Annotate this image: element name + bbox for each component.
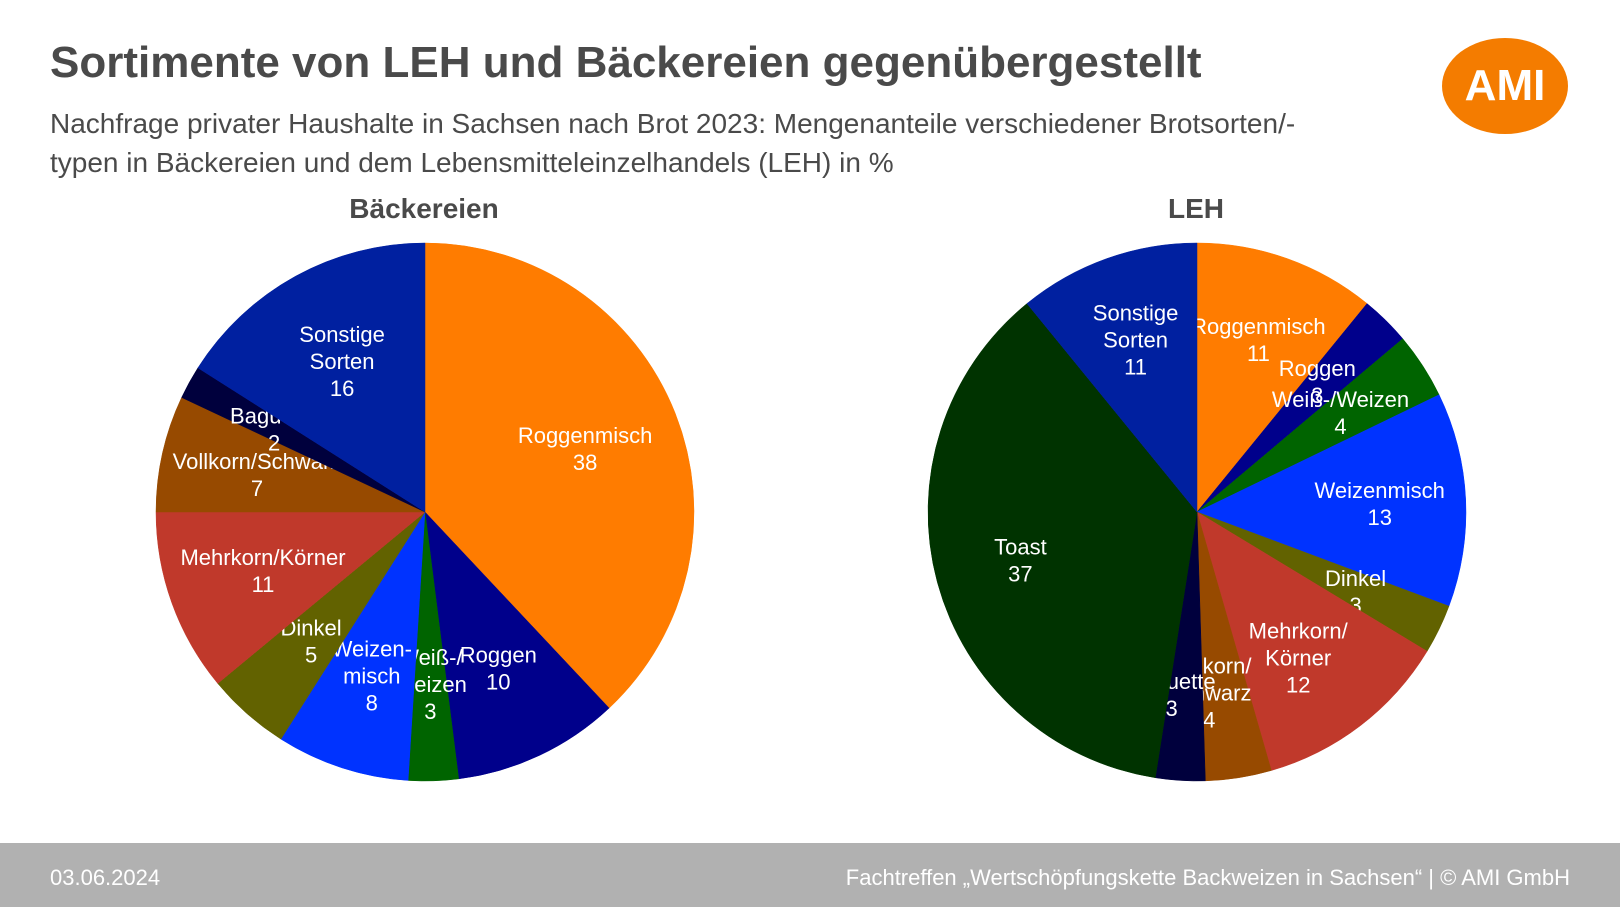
pie-category-label: Dinkel xyxy=(1325,566,1386,591)
pie-value-label: 5 xyxy=(305,643,317,668)
pie-label-baeckereien-5: Mehrkorn/Körner 11 xyxy=(180,545,345,597)
pie-label-leh-9: Sonstige Sorten 11 xyxy=(1093,301,1179,380)
chart-title-baeckereien: Bäckereien xyxy=(349,193,499,224)
pie-value-label: 3 xyxy=(1311,383,1323,408)
pie-label-baeckereien-1: Roggen 10 xyxy=(460,642,537,694)
pie-value-label: 11 xyxy=(252,572,275,597)
pie-slice-leh-9 xyxy=(1026,242,1198,513)
chart-title-leh: LEH xyxy=(1168,193,1224,224)
footer-source: Fachtreffen „Wertschöpfungskette Backwei… xyxy=(845,865,1570,890)
footer-date: 03.06.2024 xyxy=(50,865,161,890)
pie-category-label: Sonstige xyxy=(1093,301,1179,326)
pie-value-label: 8 xyxy=(366,691,378,716)
pie-slice-baeckereien-3 xyxy=(280,511,426,781)
logo-text: AMI xyxy=(1465,61,1546,110)
pie-value-label: 12 xyxy=(1286,672,1310,697)
pie-value-label: 7 xyxy=(251,476,263,501)
pie-value-label: 3 xyxy=(1165,696,1177,721)
pie-value-label: 3 xyxy=(424,699,436,724)
pie-category-label: misch xyxy=(343,664,400,689)
pie-value-label: 4 xyxy=(1334,414,1346,439)
pie-category-label: Weizen- xyxy=(332,637,412,662)
ami-logo: AMI xyxy=(1442,38,1568,134)
pie-label-leh-8: Toast 37 xyxy=(994,534,1047,586)
pie-value-label: 10 xyxy=(486,669,510,694)
pie-label-baeckereien-0: Roggenmisch 38 xyxy=(518,423,653,475)
pie-label-leh-1: Roggen 3 xyxy=(1279,356,1356,408)
pie-category-label: Roggenmisch xyxy=(1191,314,1326,339)
pie-slice-leh-8 xyxy=(927,303,1198,779)
pie-label-baeckereien-3: Weizen-misch 8 xyxy=(332,637,412,716)
pie-slice-baeckereien-1 xyxy=(424,511,610,780)
pie-category-label: Roggen xyxy=(460,642,537,667)
pie-label-leh-2: Weiß-/Weizen 4 xyxy=(1272,387,1409,439)
pie-value-label: 37 xyxy=(1008,561,1032,586)
pie-category-label: Sorten xyxy=(1103,328,1168,353)
pie-value-label: 11 xyxy=(1247,341,1270,366)
pie-slice-baeckereien-5 xyxy=(155,511,426,684)
pie-slice-leh-0 xyxy=(1196,242,1368,513)
pie-category-label: Weiß-/Weizen xyxy=(1272,387,1409,412)
pie-slice-baeckereien-8 xyxy=(197,242,426,513)
pie-slice-leh-5 xyxy=(1196,511,1428,771)
page-subtitle: Nachfrage privater Haushalte in Sachsen … xyxy=(50,108,1296,178)
pie-value-label: 2 xyxy=(268,431,280,456)
pie-category-label: Mehrkorn/Körner xyxy=(180,545,345,570)
pie-label-leh-0: Roggenmisch 11 xyxy=(1191,314,1326,366)
pie-category-label: Sonstige xyxy=(299,322,385,347)
footer-bar: 03.06.2024 Fachtreffen „Wertschöpfungske… xyxy=(0,843,1620,907)
pie-slice-baeckereien-0 xyxy=(424,242,695,709)
pie-category-label: Sorten xyxy=(310,349,375,374)
pie-category-label: Mehrkorn/ xyxy=(1249,618,1349,643)
pie-value-label: 4 xyxy=(1203,708,1215,733)
pie-value-label: 16 xyxy=(330,376,354,401)
pie-category-label: Körner xyxy=(1265,645,1331,670)
pie-category-label: Toast xyxy=(994,534,1047,559)
pie-slice-baeckereien-6 xyxy=(155,397,426,513)
pie-value-label: 13 xyxy=(1367,505,1391,530)
pie-label-baeckereien-8: Sonstige Sorten 16 xyxy=(299,322,385,401)
pie-label-leh-5: Mehrkorn/Körner 12 xyxy=(1249,618,1349,697)
pie-value-label: 11 xyxy=(1124,355,1147,380)
pie-label-leh-3: Weizenmisch 13 xyxy=(1314,478,1444,530)
pie-value-label: 38 xyxy=(573,450,597,475)
pie-category-label: Weizenmisch xyxy=(1314,478,1444,503)
logo-ellipse xyxy=(1442,38,1568,134)
pie-category-label: Roggenmisch xyxy=(518,423,653,448)
pie-slice-leh-3 xyxy=(1196,394,1467,607)
page-title: Sortimente von LEH und Bäckereien gegenü… xyxy=(50,38,1202,87)
pie-category-label: Roggen xyxy=(1279,356,1356,381)
